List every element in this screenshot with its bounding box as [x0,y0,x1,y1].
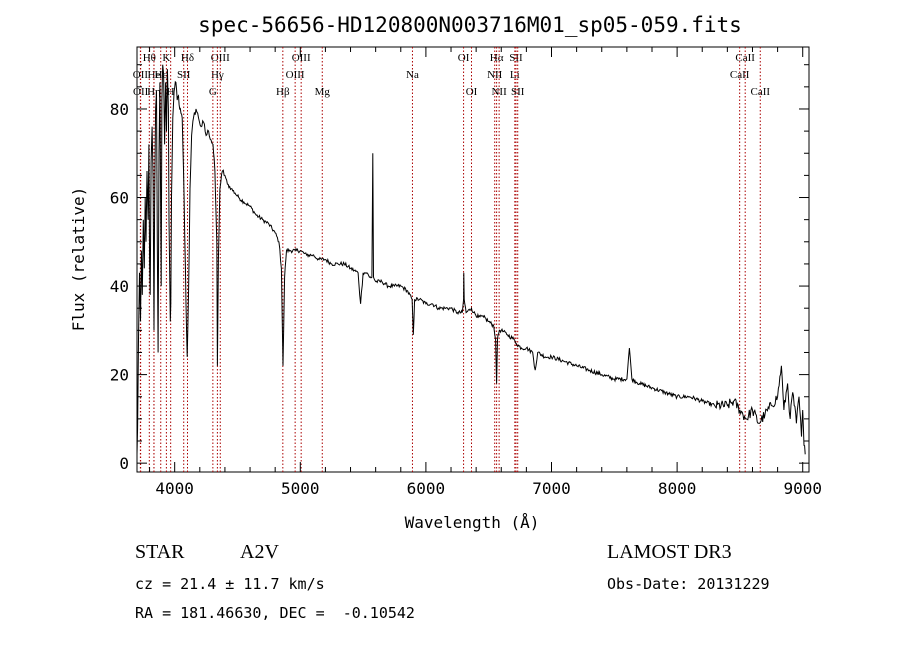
redshift-velocity: cz = 21.4 ± 11.7 km/s [135,575,325,593]
survey-name: LAMOST DR3 [607,541,732,563]
spectral-subclass: A2V [240,541,279,563]
y-tick-label: 80 [110,100,129,119]
x-tick-label: 5000 [281,479,320,498]
chart-title: spec-56656-HD120800N003716M01_sp05-059.f… [198,13,742,37]
marker-label: NII [491,86,507,98]
marker-label: Hθ [143,52,156,64]
x-tick-label: 7000 [532,479,571,498]
marker-label: SII [511,86,525,98]
marker-label: Hε [154,69,167,81]
y-tick-label: 60 [110,189,129,208]
marker-label: Hβ [276,86,290,98]
marker-label: CaII [735,52,755,64]
x-tick-label: 9000 [783,479,822,498]
object-class: STAR [135,541,185,563]
y-tick-label: 40 [110,277,129,296]
line-markers: HθOIIHeOIIHηHεKHHδSIIOIIIHγGHβOIIIOIIIMg… [133,47,770,472]
x-axis-label: Wavelength (Å) [405,513,540,532]
y-tick-label: 20 [110,366,129,385]
marker-label: NII [487,69,503,81]
marker-label: CaII [750,86,770,98]
marker-label: G [209,86,217,98]
marker-label: Mg [315,86,331,98]
marker-label: OI [458,52,470,64]
marker-label: Hδ [181,52,194,64]
marker-label: Hγ [211,69,224,81]
marker-label: OI [466,86,478,98]
marker-label: CaII [730,69,750,81]
x-tick-label: 4000 [155,479,194,498]
marker-label: Na [406,69,419,81]
marker-label: SII [509,52,523,64]
marker-label: Li [510,69,520,81]
marker-label: OIII [211,52,230,64]
marker-label: OII [133,86,149,98]
x-tick-label: 6000 [407,479,446,498]
x-tick-label: 8000 [658,479,697,498]
axes: 4000 5000 6000 7000 8000 9000 0 20 40 60 80 [110,47,822,498]
y-axis-label: Flux (relative) [69,187,88,332]
marker-label: Hα [490,52,504,64]
y-tick-label: 0 [119,454,129,473]
marker-label: SII [177,69,191,81]
marker-label: H [167,86,175,98]
plot-frame [136,46,810,473]
spectrum-line [136,64,806,455]
observation-date: Obs-Date: 20131229 [607,575,770,593]
marker-label: OIII [292,52,311,64]
marker-label: OIII [286,69,305,81]
marker-label: K [162,52,170,64]
coordinates: RA = 181.46630, DEC = -0.10542 [135,604,415,622]
marker-label: Hη [147,86,161,98]
